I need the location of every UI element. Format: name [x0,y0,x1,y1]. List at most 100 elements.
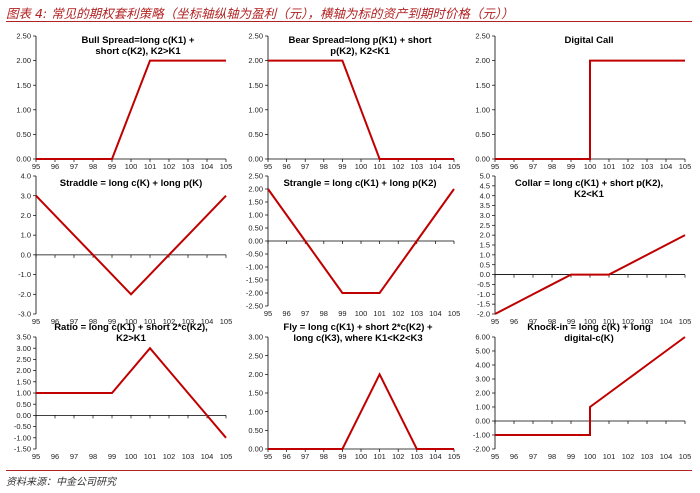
x-tick-label: 104 [660,452,673,461]
x-tick-label: 101 [373,162,386,171]
payoff-line [35,195,227,296]
y-tick-label: 1.50 [248,389,263,398]
y-tick-label: -1.50 [14,445,31,454]
x-tick-label: 100 [125,452,138,461]
y-tick-label: 5.00 [475,347,490,356]
x-tick-label: 98 [548,162,556,171]
y-tick-label: 1.00 [16,105,31,114]
payoff-line [495,336,686,436]
y-tick-label: -1.0 [18,270,31,279]
x-tick-label: 102 [163,162,176,171]
x-tick-label: 101 [144,452,157,461]
x-tick-label: 100 [584,162,597,171]
y-tick-label: 1.0 [480,250,490,259]
x-tick-label: 104 [660,162,673,171]
payoff-line [36,346,227,439]
y-tick-label: 2.50 [248,351,263,360]
y-tick-label: 4.00 [475,361,490,370]
x-tick-label: 96 [282,452,290,461]
x-tick-label: 103 [641,452,654,461]
figure-title: 图表 4: 常见的期权套利策略（坐标轴纵轴为盈利（元），横轴为标的资产到期时价格… [6,6,514,21]
x-tick-label: 97 [529,452,537,461]
x-tick-label: 97 [70,452,78,461]
chart-title: Collar = long c(K1) + short p(K2), K2<K1 [515,178,663,200]
x-tick-label: 100 [355,309,368,318]
chart-title: Bull Spread=long c(K1) + short c(K2), K2>… [82,35,195,57]
y-tick-label: -3.0 [18,310,31,319]
x-tick-label: 104 [201,317,214,326]
x-tick-label: 96 [510,317,518,326]
x-tick-label: 95 [264,309,272,318]
y-tick-label: 2.50 [16,32,31,41]
y-tick-label: 0.00 [16,411,31,420]
y-tick-label: -0.5 [477,280,490,289]
y-tick-label: 0.5 [480,260,490,269]
y-tick-label: 1.00 [248,211,263,220]
y-tick-label: 0.0 [21,250,31,259]
y-tick-label: 0.00 [475,155,490,164]
y-tick-label: 3.00 [248,333,263,342]
x-tick-label: 95 [32,162,40,171]
y-tick-label: 2.0 [21,211,31,220]
x-tick-label: 99 [567,452,575,461]
x-tick-label: 104 [201,162,214,171]
y-tick-label: 0.00 [248,445,263,454]
x-tick-label: 98 [89,162,97,171]
y-tick-label: 3.0 [480,211,490,220]
x-tick-label: 99 [108,452,116,461]
y-tick-label: 1.5 [480,241,490,250]
payoff-line [268,59,454,160]
x-tick-label: 95 [32,452,40,461]
y-tick-label: 0.00 [248,237,263,246]
x-tick-label: 95 [264,162,272,171]
x-tick-label: 99 [338,309,346,318]
x-tick-label: 96 [282,162,290,171]
y-tick-label: -1.00 [473,431,490,440]
x-tick-label: 96 [51,452,59,461]
payoff-line [268,372,454,450]
x-tick-label: 97 [529,162,537,171]
x-tick-label: 105 [220,162,233,171]
y-tick-label: 1.50 [248,81,263,90]
y-tick-label: -2.00 [246,289,263,298]
x-tick-label: 105 [220,317,233,326]
x-tick-label: 98 [89,452,97,461]
x-tick-label: 98 [320,162,328,171]
y-tick-label: 1.50 [16,377,31,386]
y-tick-label: 2.50 [248,32,263,41]
x-tick-label: 97 [301,452,309,461]
x-tick-label: 100 [355,162,368,171]
payoff-line [495,59,685,160]
y-tick-label: 0.50 [16,130,31,139]
x-tick-label: 95 [491,162,499,171]
x-tick-label: 102 [163,452,176,461]
x-tick-label: 103 [182,452,195,461]
x-tick-label: 98 [548,452,556,461]
y-tick-label: 2.00 [475,56,490,65]
y-tick-label: 2.50 [475,32,490,41]
source-note: 资料来源：中金公司研究 [6,477,116,488]
y-tick-label: -2.50 [246,302,263,311]
x-tick-label: 97 [70,317,78,326]
y-tick-label: 1.00 [16,389,31,398]
x-tick-label: 103 [641,162,654,171]
x-tick-label: 96 [51,317,59,326]
x-tick-label: 101 [144,162,157,171]
x-tick-label: 95 [32,317,40,326]
x-tick-label: 105 [679,452,692,461]
x-tick-label: 103 [641,317,654,326]
y-tick-label: 0.50 [248,130,263,139]
chart-title: Fly = long c(K1) + short 2*c(K2) + long c… [283,322,433,344]
x-tick-label: 96 [51,162,59,171]
x-tick-label: 105 [448,309,461,318]
y-tick-label: 3.00 [16,344,31,353]
x-tick-label: 104 [429,162,442,171]
x-tick-label: 96 [510,162,518,171]
x-tick-label: 98 [320,309,328,318]
y-tick-label: 3.00 [475,375,490,384]
y-tick-label: 6.00 [475,333,490,342]
x-tick-label: 99 [567,317,575,326]
y-tick-label: -2.0 [477,310,490,319]
y-tick-label: 3.50 [16,333,31,342]
x-tick-label: 97 [301,162,309,171]
